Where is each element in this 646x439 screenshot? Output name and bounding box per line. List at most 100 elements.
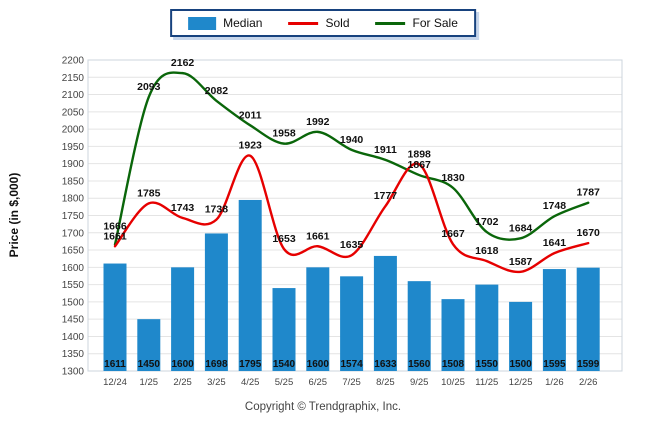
for-sale-value-label: 1830 [441,172,465,184]
sold-value-label: 1641 [543,237,567,249]
sold-line [113,154,590,274]
y-tick-label: 1450 [62,315,85,326]
x-tick-label: 4/25 [241,377,260,388]
x-tick-label: 8/25 [376,377,395,388]
bar-value-label: 1540 [273,359,296,370]
sold-value-label: 1738 [205,204,229,216]
x-tick-label: 1/26 [545,377,564,388]
bar-value-label: 1560 [408,359,431,370]
y-tick-label: 2100 [62,90,85,101]
sold-value-label: 1667 [441,228,465,240]
legend-item-sold: Sold [288,16,350,30]
for-sale-value-label: 1702 [475,216,499,228]
for-sale-line [113,71,590,246]
sold-value-label: 1923 [239,140,263,152]
x-tick-label: 3/25 [207,377,226,388]
for-sale-line-icon [375,21,406,25]
for-sale-value-label: 2162 [171,57,195,69]
y-tick-label: 1700 [62,228,85,239]
bar-value-label: 1611 [104,359,126,370]
legend-label-sold: Sold [325,16,350,30]
x-tick-label: 2/25 [173,377,192,388]
bar-value-label: 1698 [205,359,228,370]
y-tick-label: 2200 [62,56,85,67]
legend-label-for-sale: For Sale [412,16,458,30]
y-tick-label: 1900 [62,159,85,170]
for-sale-value-label: 1666 [103,220,127,232]
sold-value-label: 1670 [577,227,601,239]
for-sale-value-label: 1748 [543,200,567,212]
sold-value-label: 1743 [171,202,195,214]
x-tick-label: 5/25 [275,377,294,388]
x-tick-label: 2/26 [579,377,598,388]
median-swatch-icon [188,16,217,30]
for-sale-value-label: 1992 [306,116,330,128]
sold-value-label: 1898 [408,148,432,160]
y-tick-label: 2000 [62,125,85,136]
bar-value-label: 1508 [442,359,465,370]
y-tick-label: 1800 [62,194,85,205]
bar-median [171,267,195,371]
x-tick-label: 12/25 [509,377,533,388]
y-tick-label: 1500 [62,297,85,308]
for-sale-value-label: 1684 [509,222,533,234]
sold-value-label: 1618 [475,245,499,257]
bar-median [272,288,296,371]
bar-median [137,319,161,371]
sold-value-label: 1661 [306,230,330,242]
y-axis-title: Price (in $,000) [7,172,21,258]
bar-median [576,267,600,371]
bar-median [509,301,533,371]
bar-value-label: 1795 [239,359,262,370]
for-sale-value-label: 2011 [239,109,262,121]
y-tick-label: 1600 [62,263,85,274]
y-tick-label: 1650 [62,246,85,257]
x-tick-label: 1/25 [140,377,159,388]
bar-median [238,199,262,371]
x-tick-label: 12/24 [103,377,127,388]
bar-value-label: 1600 [307,359,330,370]
y-tick-label: 1550 [62,280,85,291]
chart-legend: Median Sold For Sale [170,9,476,37]
bar-value-label: 1599 [577,359,600,370]
for-sale-value-label: 2093 [137,81,161,93]
copyright-text: Copyright © Trendgraphix, Inc. [244,401,402,413]
for-sale-value-label: 2082 [205,85,229,97]
x-tick-label: 7/25 [342,377,361,388]
sold-value-label: 1661 [103,230,127,242]
y-tick-label: 2050 [62,107,85,118]
bar-median [340,276,364,371]
bar-median [204,233,228,371]
bar-median [306,267,330,371]
y-tick-label: 1750 [62,211,85,222]
bar-value-label: 1550 [476,359,499,370]
y-tick-label: 1400 [62,332,85,343]
y-tick-label: 1950 [62,142,85,153]
for-sale-value-label: 1958 [272,128,296,140]
bar-median [373,255,397,371]
for-sale-value-label: 1787 [577,187,601,199]
y-tick-label: 2150 [62,73,85,84]
for-sale-value-label: 1911 [374,144,397,156]
for-sale-value-label: 1867 [408,159,432,171]
bar-median [441,299,465,371]
bar-median [103,263,127,371]
x-tick-label: 6/25 [309,377,328,388]
y-tick-label: 1850 [62,176,85,187]
y-tick-label: 1300 [62,367,85,378]
bar-value-label: 1574 [340,359,363,370]
sold-value-label: 1653 [272,233,296,245]
y-tick-label: 1350 [62,349,85,360]
for-sale-value-label: 1940 [340,134,364,146]
legend-label-median: Median [223,16,263,30]
bar-median [407,281,431,371]
bar-median [475,284,499,371]
bar-value-label: 1633 [374,359,397,370]
sold-value-label: 1777 [374,190,398,202]
bar-value-label: 1595 [543,359,566,370]
bar-value-label: 1600 [171,359,194,370]
bar-value-label: 1500 [509,359,532,370]
legend-item-median: Median [188,16,262,30]
